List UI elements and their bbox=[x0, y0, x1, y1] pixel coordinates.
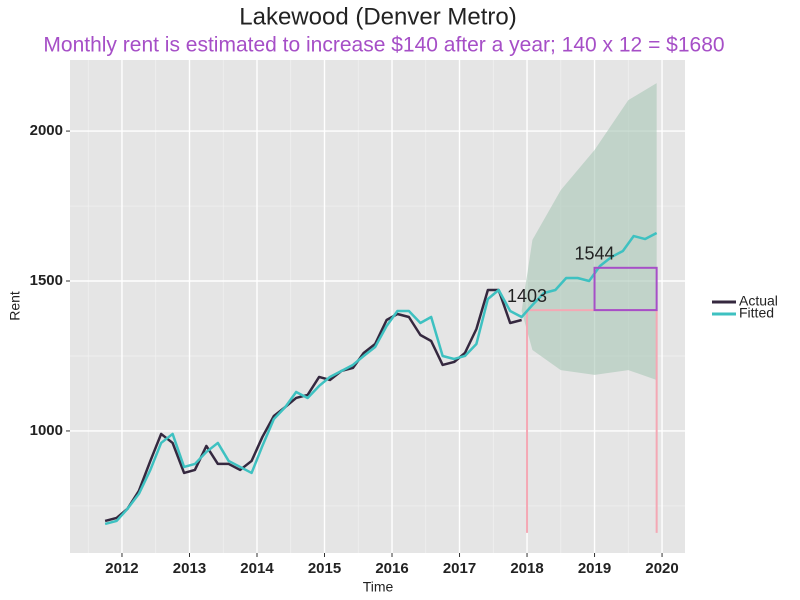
series-line bbox=[104, 288, 522, 523]
y-axis-label: Rent bbox=[7, 291, 23, 321]
chart-title: Lakewood (Denver Metro) bbox=[239, 3, 516, 30]
x-axis-label: Time bbox=[363, 579, 394, 595]
annotation: 1544 bbox=[575, 244, 615, 264]
x-tick-label: 2013 bbox=[173, 560, 206, 577]
x-tick-label: 2016 bbox=[375, 560, 408, 577]
annotation: 1403 bbox=[507, 286, 547, 306]
y-tick-label: 1500 bbox=[30, 272, 63, 289]
legend-label: Actual bbox=[739, 293, 778, 309]
highlight-box bbox=[593, 266, 658, 312]
forecast-band bbox=[521, 83, 657, 380]
y-tick-label: 2000 bbox=[30, 122, 63, 139]
series-line bbox=[104, 231, 658, 526]
chart-subtitle: Monthly rent is estimated to increase $1… bbox=[43, 34, 724, 57]
x-tick-label: 2014 bbox=[240, 560, 274, 577]
x-tick-label: 2012 bbox=[105, 560, 138, 577]
x-tick-label: 2019 bbox=[578, 560, 611, 577]
x-tick-label: 2020 bbox=[645, 560, 678, 577]
x-tick-label: 2015 bbox=[308, 560, 341, 577]
x-tick-label: 2018 bbox=[510, 560, 543, 577]
x-tick-label: 2017 bbox=[443, 560, 476, 577]
legend-label: Fitted bbox=[739, 305, 774, 321]
y-tick-label: 1000 bbox=[30, 422, 63, 439]
